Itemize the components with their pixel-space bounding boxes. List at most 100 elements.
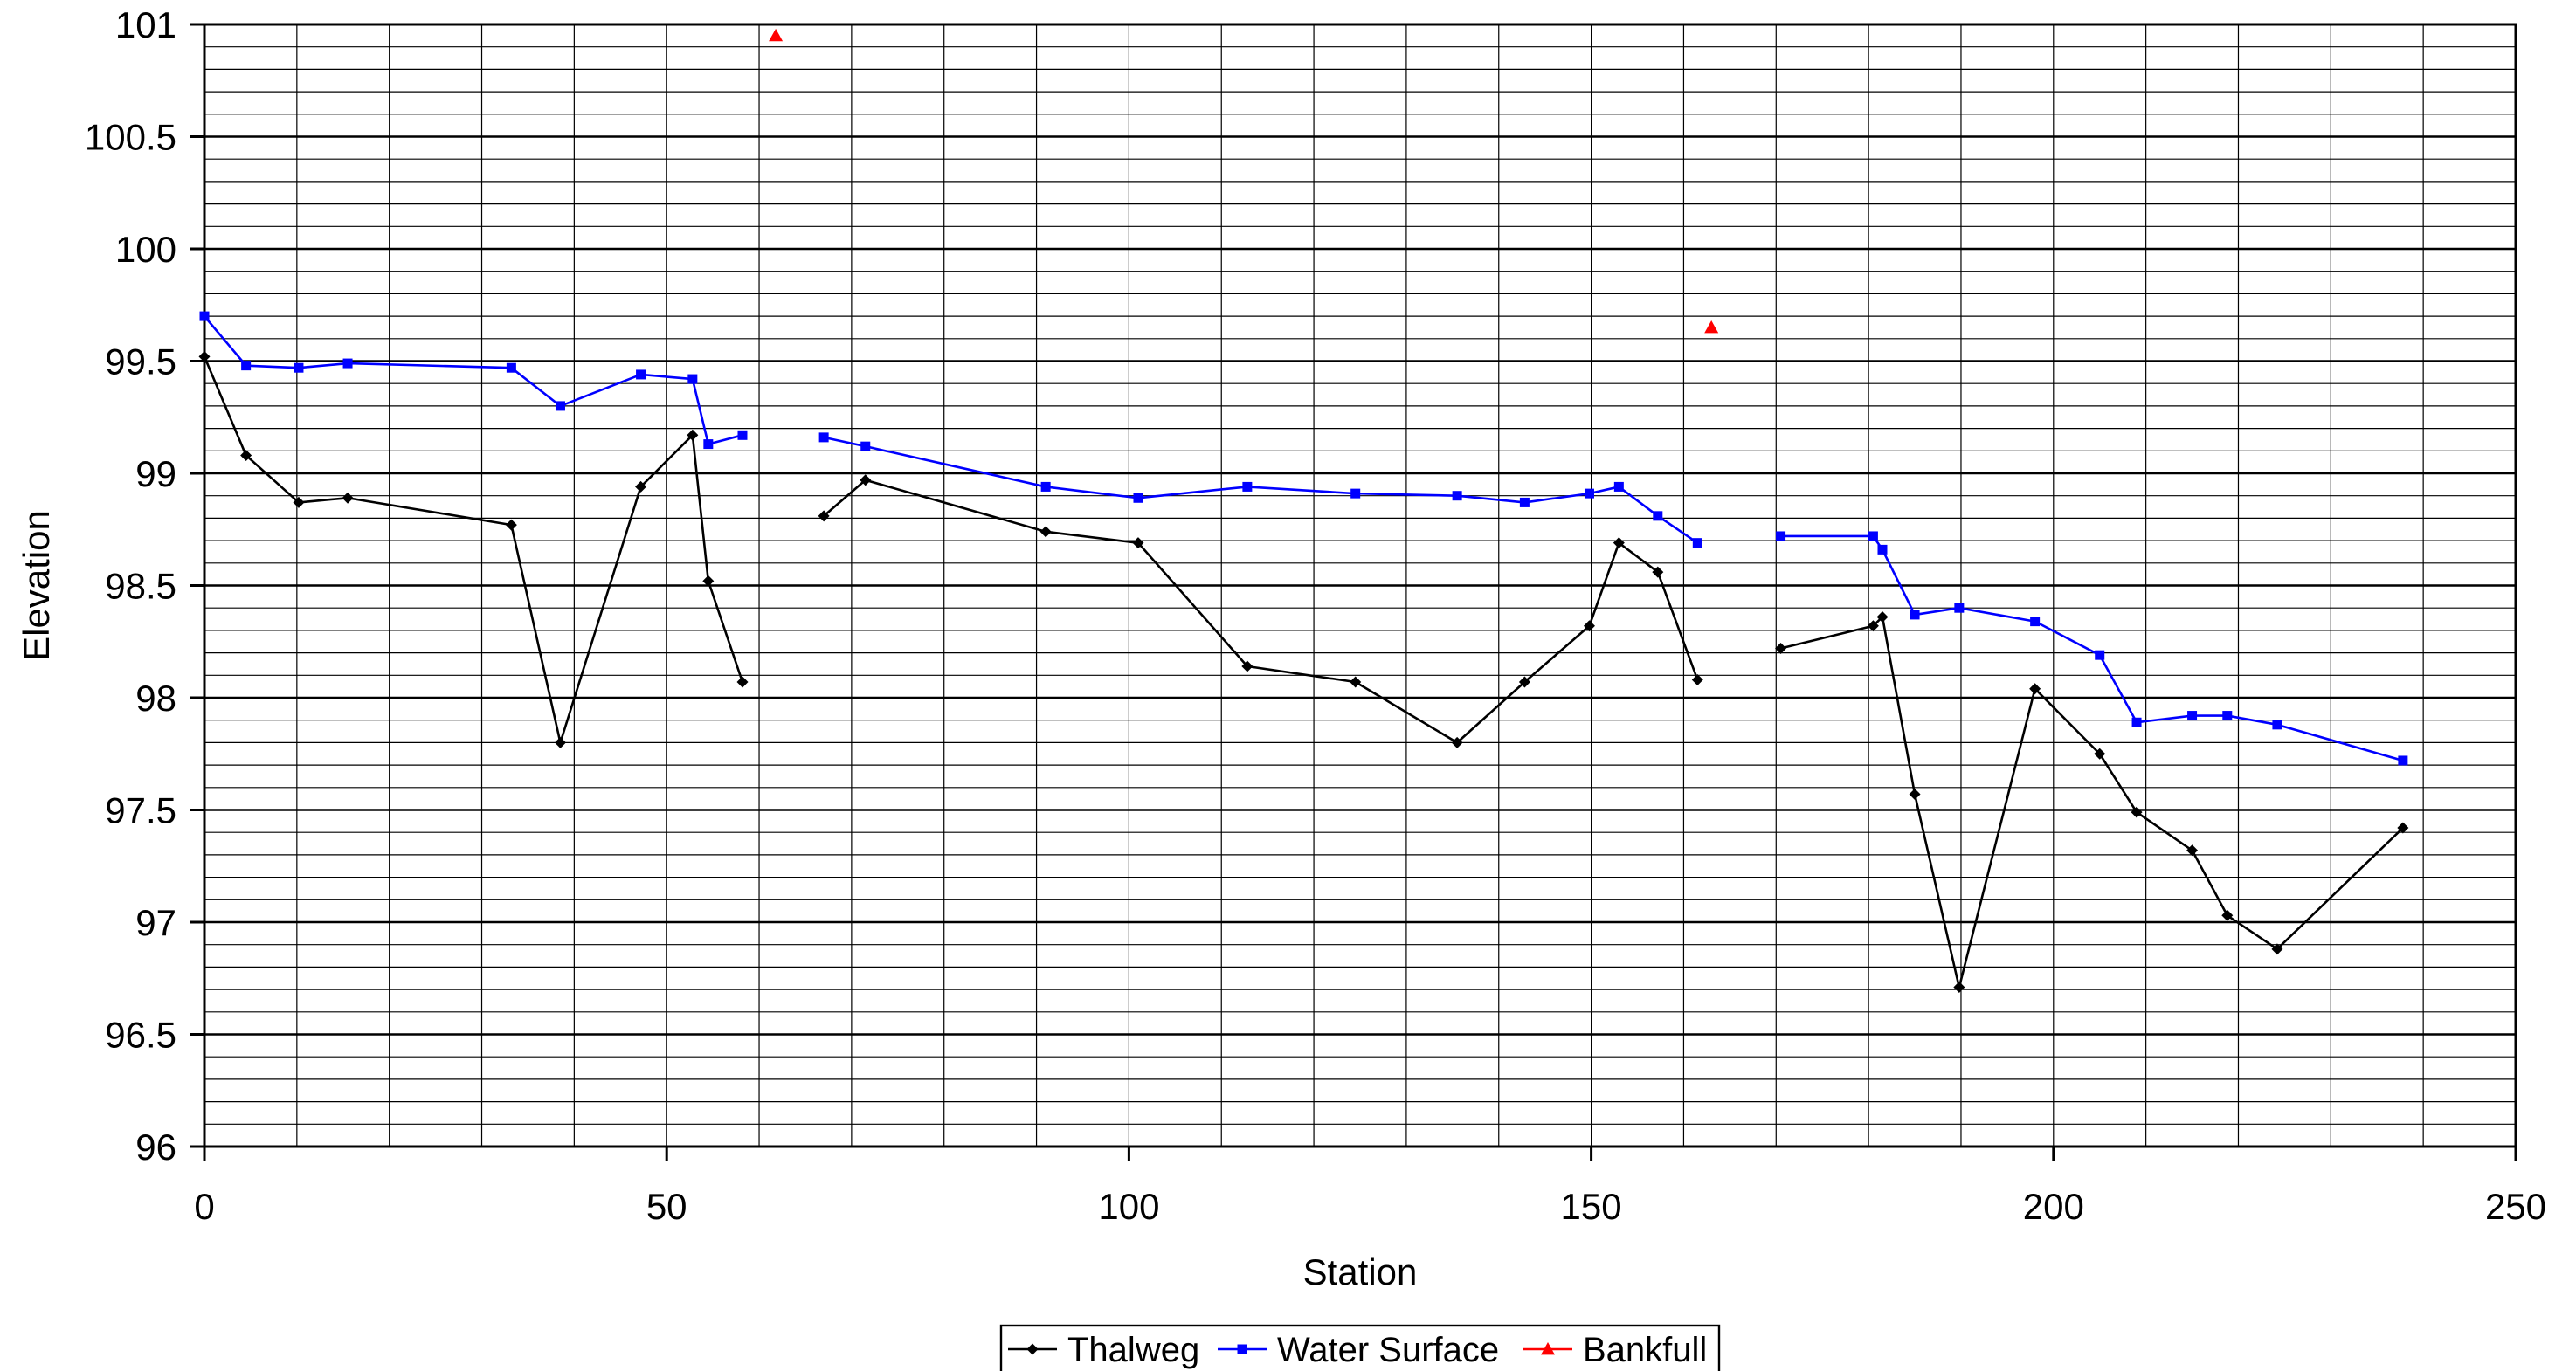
legend-swatch-marker — [1026, 1343, 1039, 1355]
legend-entry-thalweg: Thalweg — [1008, 1331, 1199, 1369]
data-point-bankfull — [1704, 320, 1719, 334]
data-point-bankfull — [769, 28, 784, 42]
y-tick-label: 98 — [135, 678, 176, 719]
data-point-water-surface — [294, 362, 304, 373]
data-point-water-surface — [555, 401, 565, 411]
axis-ticks: 96 96.5 97 97.5 98 98.5 99 99.5 100 100.5 101 0 50 10… — [85, 4, 2546, 1227]
data-point-water-surface — [2272, 720, 2282, 730]
data-point-water-surface — [860, 441, 871, 451]
legend-label: Bankfull — [1583, 1331, 1707, 1369]
data-point-water-surface — [737, 430, 748, 440]
series-line-thalweg — [823, 479, 1699, 744]
legend-label: Water Surface — [1277, 1331, 1499, 1369]
data-point-water-surface — [636, 369, 646, 380]
x-tick-label: 50 — [646, 1186, 687, 1227]
data-point-water-surface — [506, 362, 516, 373]
x-tick-label: 100 — [1098, 1186, 1159, 1227]
legend-swatch-marker — [1541, 1342, 1555, 1355]
y-tick-label: 100 — [115, 229, 176, 270]
series-line-water-surface — [204, 315, 743, 445]
data-point-water-surface — [1653, 511, 1663, 521]
data-point-water-surface — [1613, 481, 1624, 492]
data-point-thalweg — [2029, 683, 2041, 695]
data-point-thalweg — [1583, 620, 1595, 632]
data-point-water-surface — [1452, 491, 1462, 501]
y-tick-label: 100.5 — [85, 117, 176, 158]
data-point-thalweg — [860, 474, 872, 486]
data-point-thalweg — [736, 676, 749, 688]
data-point-thalweg — [687, 429, 699, 441]
data-point-thalweg — [1909, 789, 1921, 801]
series-bankfull — [769, 28, 1719, 334]
data-point-water-surface — [1692, 538, 1702, 548]
data-point-thalweg — [1518, 676, 1530, 688]
data-point-thalweg — [1876, 610, 1889, 623]
data-point-water-surface — [2095, 650, 2105, 660]
data-point-water-surface — [1776, 531, 1786, 541]
data-point-water-surface — [2187, 711, 2198, 721]
legend: Thalweg Water Surface Bankfull — [999, 1324, 1721, 1371]
y-tick-label: 96 — [135, 1126, 176, 1168]
data-point-thalweg — [198, 350, 211, 362]
data-point-water-surface — [2398, 755, 2408, 766]
data-point-thalweg — [2271, 943, 2283, 955]
data-point-water-surface — [687, 374, 698, 384]
y-tick-label: 99.5 — [105, 341, 176, 382]
data-point-thalweg — [2186, 844, 2199, 857]
data-point-water-surface — [818, 432, 829, 443]
data-point-water-surface — [2030, 617, 2041, 627]
data-point-thalweg — [342, 492, 354, 504]
legend-box — [999, 1324, 1721, 1371]
y-tick-label: 98.5 — [105, 566, 176, 607]
y-tick-label: 96.5 — [105, 1015, 176, 1056]
x-tick-label: 250 — [2485, 1186, 2546, 1227]
y-tick-label: 97.5 — [105, 790, 176, 831]
legend-entry-water-surface: Water Surface — [1218, 1331, 1499, 1369]
data-point-water-surface — [1954, 603, 1965, 613]
y-tick-label: 101 — [115, 4, 176, 45]
data-point-thalweg — [505, 519, 517, 531]
data-point-thalweg — [702, 575, 715, 587]
data-point-water-surface — [1040, 481, 1051, 492]
data-point-water-surface — [1519, 497, 1530, 507]
data-point-thalweg — [2094, 748, 2106, 760]
data-point-thalweg — [1039, 526, 1052, 538]
data-point-thalweg — [1451, 736, 1463, 748]
y-tick-label: 99 — [135, 453, 176, 494]
data-point-thalweg — [1132, 537, 1144, 549]
legend-swatch-marker — [1237, 1344, 1247, 1354]
data-point-thalweg — [818, 510, 830, 522]
data-point-water-surface — [1868, 531, 1878, 541]
data-point-water-surface — [1584, 488, 1594, 499]
series-line-thalweg — [203, 355, 744, 744]
series-thalweg — [198, 350, 2409, 994]
data-point-water-surface — [703, 439, 714, 450]
data-point-water-surface — [1350, 488, 1361, 499]
x-tick-label: 0 — [194, 1186, 214, 1227]
data-point-thalweg — [2221, 909, 2234, 921]
data-point-thalweg — [1867, 620, 1879, 632]
data-point-thalweg — [293, 496, 305, 508]
data-point-thalweg — [2131, 806, 2143, 818]
x-tick-label: 150 — [1561, 1186, 1622, 1227]
data-point-thalweg — [240, 449, 252, 461]
y-tick-label: 97 — [135, 902, 176, 943]
y-axis-title: Elevation — [16, 510, 57, 661]
data-point-water-surface — [1877, 544, 1888, 555]
data-point-water-surface — [1133, 493, 1143, 503]
legend-entry-bankfull: Bankfull — [1523, 1331, 1707, 1369]
data-point-thalweg — [1652, 566, 1664, 578]
data-point-thalweg — [1775, 642, 1787, 654]
series-layer — [198, 28, 2409, 994]
data-point-water-surface — [199, 311, 210, 321]
data-point-water-surface — [1242, 481, 1253, 492]
data-point-thalweg — [554, 736, 566, 748]
data-point-thalweg — [1691, 673, 1703, 686]
data-point-water-surface — [241, 361, 252, 371]
data-point-thalweg — [1350, 676, 1362, 688]
data-point-water-surface — [2131, 717, 2142, 727]
data-point-thalweg — [635, 480, 647, 493]
x-tick-label: 200 — [2023, 1186, 2084, 1227]
data-point-thalweg — [1613, 537, 1625, 549]
x-axis-title: Station — [1303, 1251, 1418, 1292]
